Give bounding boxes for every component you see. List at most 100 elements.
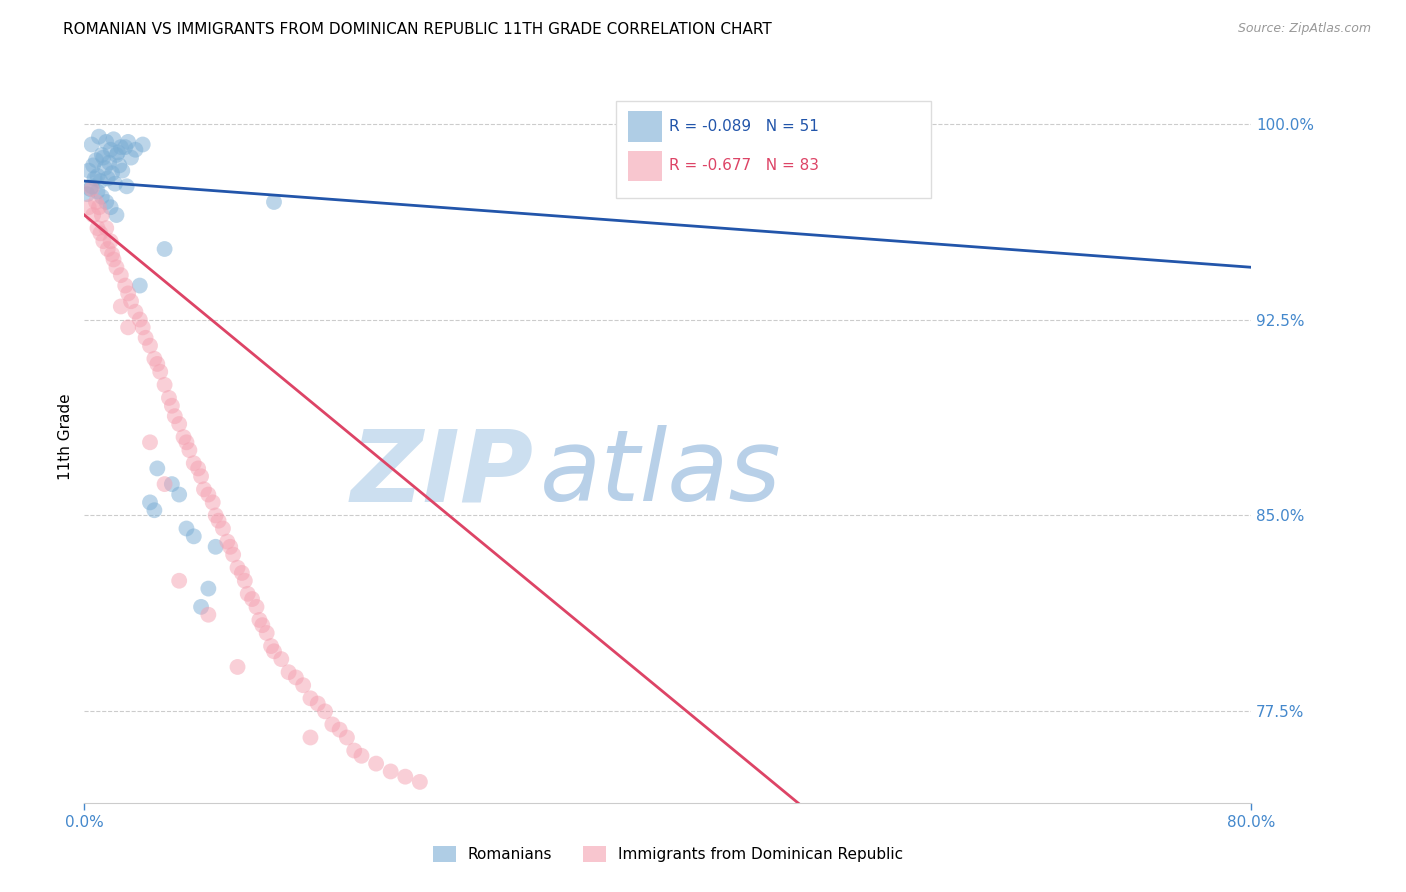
Point	[143, 503, 166, 517]
Point	[299, 691, 322, 706]
Point	[87, 129, 110, 144]
Point	[222, 548, 245, 562]
Point	[91, 234, 114, 248]
Point	[124, 304, 146, 318]
Point	[90, 208, 112, 222]
Point	[187, 461, 209, 475]
Text: Source: ZipAtlas.com: Source: ZipAtlas.com	[1237, 22, 1371, 36]
Point	[89, 227, 111, 241]
Point	[149, 365, 172, 379]
Point	[190, 599, 212, 614]
Point	[167, 487, 190, 501]
Point	[110, 300, 132, 314]
Text: atlas: atlas	[540, 425, 782, 522]
Point	[231, 566, 253, 580]
Point	[336, 731, 359, 745]
Point	[100, 200, 122, 214]
Point	[167, 574, 190, 588]
Point	[139, 495, 162, 509]
Point	[96, 194, 118, 209]
Point	[104, 177, 127, 191]
Point	[163, 409, 186, 424]
Text: ROMANIAN VS IMMIGRANTS FROM DOMINICAN REPUBLIC 11TH GRADE CORRELATION CHART: ROMANIAN VS IMMIGRANTS FROM DOMINICAN RE…	[63, 22, 772, 37]
Text: R = -0.089   N = 51: R = -0.089 N = 51	[669, 120, 820, 134]
Point	[86, 221, 108, 235]
Point	[132, 137, 155, 152]
Text: ZIP: ZIP	[350, 425, 534, 522]
Point	[217, 534, 239, 549]
Point	[380, 764, 402, 779]
Point	[252, 618, 274, 632]
Point	[114, 140, 136, 154]
Point	[173, 430, 195, 444]
Point	[84, 153, 107, 168]
Point	[329, 723, 352, 737]
Point	[80, 179, 103, 194]
Point	[98, 156, 121, 170]
Point	[120, 151, 142, 165]
Point	[153, 242, 176, 256]
Point	[117, 320, 139, 334]
Point	[100, 234, 122, 248]
Point	[201, 495, 224, 509]
Point	[90, 148, 112, 162]
Point	[249, 613, 271, 627]
Point	[97, 242, 120, 256]
Point	[115, 179, 138, 194]
Point	[176, 521, 198, 535]
Point	[153, 477, 176, 491]
Point	[314, 705, 336, 719]
Point	[157, 391, 180, 405]
Point	[77, 200, 100, 214]
Point	[105, 208, 128, 222]
Point	[91, 151, 114, 165]
Point	[183, 529, 205, 543]
Point	[101, 166, 124, 180]
Point	[343, 743, 366, 757]
Point	[124, 143, 146, 157]
Point	[77, 163, 100, 178]
Point	[321, 717, 343, 731]
Point	[197, 607, 219, 622]
Point	[366, 756, 388, 771]
Point	[204, 508, 226, 523]
Point	[128, 278, 150, 293]
Point	[114, 278, 136, 293]
Point	[111, 163, 134, 178]
Point	[105, 260, 128, 275]
Point	[103, 132, 125, 146]
Point	[146, 357, 169, 371]
Point	[299, 731, 322, 745]
Point	[86, 185, 108, 199]
Point	[292, 678, 315, 692]
Point	[120, 294, 142, 309]
Point	[307, 697, 329, 711]
Point	[350, 748, 373, 763]
Point	[179, 443, 201, 458]
Point	[263, 194, 285, 209]
Legend: Romanians, Immigrants from Dominican Republic: Romanians, Immigrants from Dominican Rep…	[426, 840, 910, 868]
Point	[160, 399, 183, 413]
Point	[233, 574, 256, 588]
Point	[105, 148, 128, 162]
Point	[82, 158, 104, 172]
Point	[79, 182, 101, 196]
Point	[226, 560, 249, 574]
Y-axis label: 11th Grade: 11th Grade	[58, 393, 73, 481]
Point	[263, 644, 285, 658]
Point	[110, 268, 132, 282]
Point	[160, 477, 183, 491]
Point	[90, 190, 112, 204]
Point	[197, 582, 219, 596]
Point	[86, 169, 108, 183]
Point	[219, 540, 242, 554]
Point	[97, 171, 120, 186]
Point	[110, 140, 132, 154]
Point	[80, 137, 103, 152]
Point	[197, 487, 219, 501]
Point	[87, 200, 110, 214]
Point	[135, 331, 157, 345]
Point	[117, 135, 139, 149]
Point	[260, 639, 283, 653]
Point	[256, 626, 278, 640]
